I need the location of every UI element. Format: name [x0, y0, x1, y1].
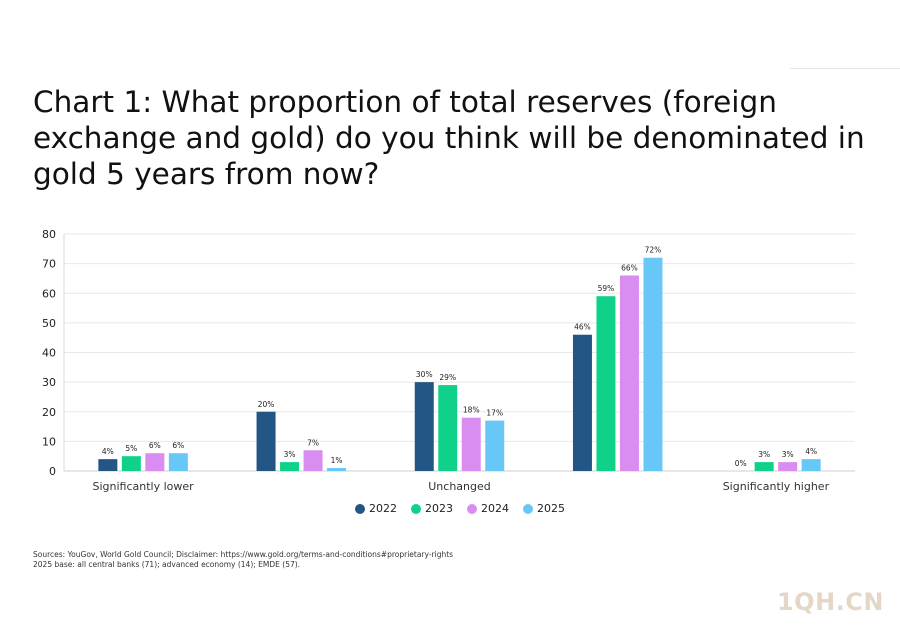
legend-item-2024: 2024: [467, 502, 509, 515]
legend-swatch-2022: [355, 503, 365, 514]
chart-title: Chart 1: What proportion of total reserv…: [33, 85, 865, 191]
top-divider: [790, 68, 900, 69]
bar-2023: [121, 456, 141, 471]
y-tick-label: 50: [42, 317, 56, 330]
y-tick-label: 0: [49, 465, 56, 478]
bar-2023: [596, 296, 616, 471]
bar-2023: [438, 385, 458, 471]
bar-2025: [168, 453, 188, 471]
y-tick-label: 20: [42, 406, 56, 419]
data-label: 66%: [621, 263, 638, 272]
legend-item-2025: 2025: [523, 502, 565, 515]
bar-2024: [619, 275, 639, 471]
data-label: 3%: [758, 450, 770, 459]
legend: 2022 2023 2024 2025: [0, 502, 900, 515]
bar-2025: [485, 420, 505, 471]
footnotes: Sources: YouGov, World Gold Council; Dis…: [33, 550, 453, 570]
data-label: 4%: [102, 447, 114, 456]
data-label: 46%: [574, 323, 591, 332]
bar-2023: [280, 462, 300, 471]
bar-2025: [643, 257, 663, 471]
x-category-label: Significantly higher: [723, 480, 830, 493]
data-label: 3%: [782, 450, 794, 459]
y-tick-label: 40: [42, 347, 56, 360]
y-tick-label: 30: [42, 376, 56, 389]
y-tick-label: 10: [42, 435, 56, 448]
legend-item-2023: 2023: [411, 502, 453, 515]
bar-2022: [414, 382, 434, 471]
bar-2023: [754, 462, 774, 471]
data-label: 0%: [735, 459, 747, 468]
data-label: 3%: [284, 450, 296, 459]
bar-2022: [572, 334, 592, 471]
legend-label: 2025: [537, 502, 565, 515]
legend-swatch-2025: [523, 503, 533, 514]
data-label: 6%: [172, 441, 184, 450]
watermark: 1QH.CN: [776, 588, 884, 616]
data-label: 18%: [463, 406, 480, 415]
data-label: 59%: [598, 284, 615, 293]
y-tick-label: 70: [42, 258, 56, 271]
bar-2022: [98, 459, 118, 471]
data-label: 1%: [331, 456, 343, 465]
source-note: Sources: YouGov, World Gold Council; Dis…: [33, 550, 454, 559]
data-label: 5%: [125, 444, 137, 453]
legend-label: 2024: [481, 502, 509, 515]
legend-swatch-2024: [467, 503, 477, 514]
data-label: 17%: [486, 409, 503, 418]
data-label: 4%: [805, 447, 817, 456]
y-tick-label: 80: [42, 228, 56, 241]
base-note: 2025 base: all central banks (71); advan…: [33, 560, 301, 569]
grid-lines: [64, 233, 855, 472]
bar-2024: [461, 417, 481, 471]
legend-label: 2022: [369, 502, 397, 515]
bar-2024: [303, 450, 323, 471]
legend-swatch-2023: [411, 503, 421, 514]
y-axis: 0 10 20 30 40 50 60 70 80: [42, 228, 65, 478]
data-label: 20%: [258, 400, 275, 409]
bar-chart: 0 10 20 30 40 50 60 70 80 4% 5% 6% 6% 20% 3% 7% 1% 30% 29…: [42, 228, 855, 493]
bar-2022: [256, 411, 276, 471]
legend-item-2022: 2022: [355, 502, 397, 515]
data-label: 30%: [416, 370, 433, 379]
x-category-label: Unchanged: [428, 480, 491, 493]
bar-2025: [327, 468, 347, 471]
bar-2024: [145, 453, 165, 471]
data-label: 29%: [439, 373, 456, 382]
bar-2024: [778, 462, 798, 471]
data-label: 7%: [307, 438, 319, 447]
bar-2025: [801, 459, 821, 471]
legend-label: 2023: [425, 502, 453, 515]
data-label: 72%: [645, 246, 662, 255]
y-tick-label: 60: [42, 287, 56, 300]
data-label: 6%: [149, 441, 161, 450]
x-category-label: Significantly lower: [93, 480, 195, 493]
bars: [98, 257, 821, 471]
x-axis-categories: Significantly lower Unchanged Significantl…: [93, 480, 830, 493]
data-labels: 4% 5% 6% 6% 20% 3% 7% 1% 30% 29% 18% 17% 46% 59% 66% 72…: [102, 246, 817, 468]
